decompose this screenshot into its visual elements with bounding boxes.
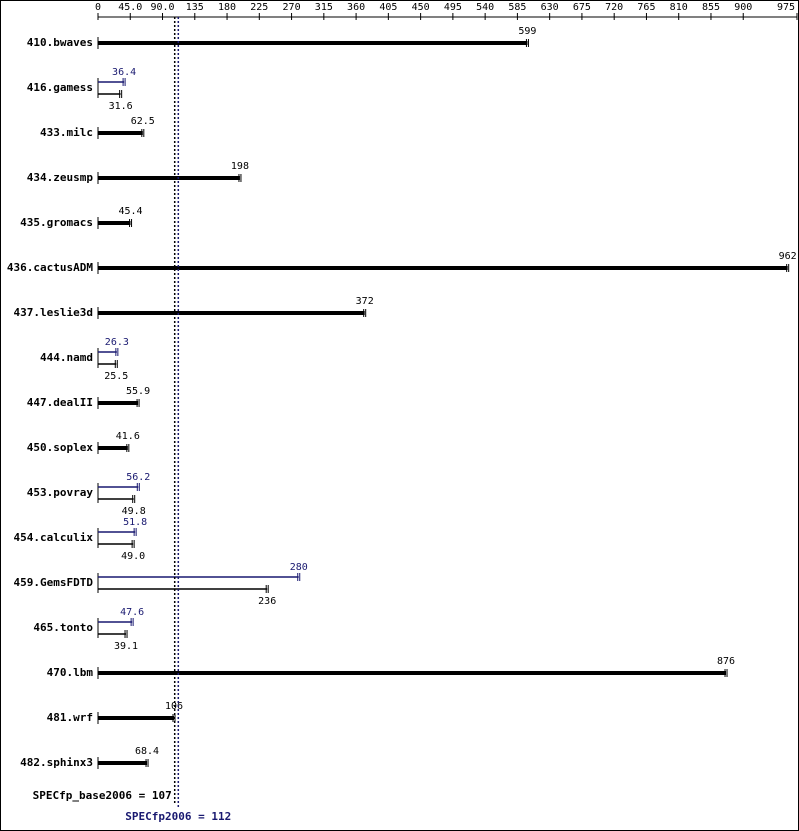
x-tick-label: 270 (283, 2, 301, 13)
value-label: 47.6 (120, 607, 144, 618)
category-label: 459.GemsFDTD (14, 576, 94, 589)
value-label: 49.8 (122, 506, 146, 517)
x-tick-label: 0 (95, 2, 101, 13)
x-tick-label: 360 (347, 2, 365, 13)
x-tick-label: 810 (670, 2, 688, 13)
x-tick-label: 720 (605, 2, 623, 13)
value-label: 56.2 (126, 472, 150, 483)
category-label: 435.gromacs (20, 216, 93, 229)
category-label: 453.povray (27, 486, 94, 499)
category-label: 470.lbm (47, 666, 94, 679)
category-label: 436.cactusADM (7, 261, 93, 274)
reference-label: SPECfp2006 = 112 (125, 810, 231, 823)
x-tick-label: 180 (218, 2, 236, 13)
category-label: 482.sphinx3 (20, 756, 93, 769)
category-label: 447.dealII (27, 396, 93, 409)
category-label: 481.wrf (47, 711, 93, 724)
x-tick-label: 585 (508, 2, 526, 13)
value-label: 68.4 (135, 746, 159, 757)
value-label: 280 (290, 562, 308, 573)
x-tick-label: 225 (250, 2, 268, 13)
value-label: 51.8 (123, 517, 147, 528)
category-label: 444.namd (40, 351, 93, 364)
value-label: 599 (518, 26, 536, 37)
x-tick-label: 495 (444, 2, 462, 13)
value-label: 876 (717, 656, 735, 667)
category-label: 434.zeusmp (27, 171, 94, 184)
value-label: 41.6 (116, 431, 140, 442)
reference-label: SPECfp_base2006 = 107 (33, 789, 172, 802)
value-label: 45.4 (119, 206, 143, 217)
value-label: 962 (779, 251, 797, 262)
category-label: 454.calculix (14, 531, 94, 544)
value-label: 31.6 (109, 101, 133, 112)
x-tick-label: 90.0 (150, 2, 174, 13)
x-tick-label: 405 (379, 2, 397, 13)
category-label: 433.milc (40, 126, 93, 139)
value-label: 25.5 (104, 371, 128, 382)
category-label: 437.leslie3d (14, 306, 93, 319)
value-label: 372 (356, 296, 374, 307)
x-tick-label: 975 (777, 2, 795, 13)
x-tick-label: 540 (476, 2, 494, 13)
x-tick-label: 135 (186, 2, 204, 13)
value-label: 55.9 (126, 386, 150, 397)
value-label: 62.5 (131, 116, 155, 127)
value-label: 36.4 (112, 67, 136, 78)
x-tick-label: 315 (315, 2, 333, 13)
category-label: 410.bwaves (27, 36, 93, 49)
value-label: 39.1 (114, 641, 138, 652)
x-tick-label: 450 (412, 2, 430, 13)
value-label: 236 (258, 596, 276, 607)
category-label: 416.gamess (27, 81, 93, 94)
x-tick-label: 630 (541, 2, 559, 13)
value-label: 198 (231, 161, 249, 172)
x-tick-label: 900 (734, 2, 752, 13)
value-label: 26.3 (105, 337, 129, 348)
x-tick-label: 855 (702, 2, 720, 13)
value-label: 49.0 (121, 551, 145, 562)
x-tick-label: 45.0 (118, 2, 142, 13)
category-label: 465.tonto (33, 621, 93, 634)
x-tick-label: 765 (637, 2, 655, 13)
x-tick-label: 675 (573, 2, 591, 13)
category-label: 450.soplex (27, 441, 94, 454)
